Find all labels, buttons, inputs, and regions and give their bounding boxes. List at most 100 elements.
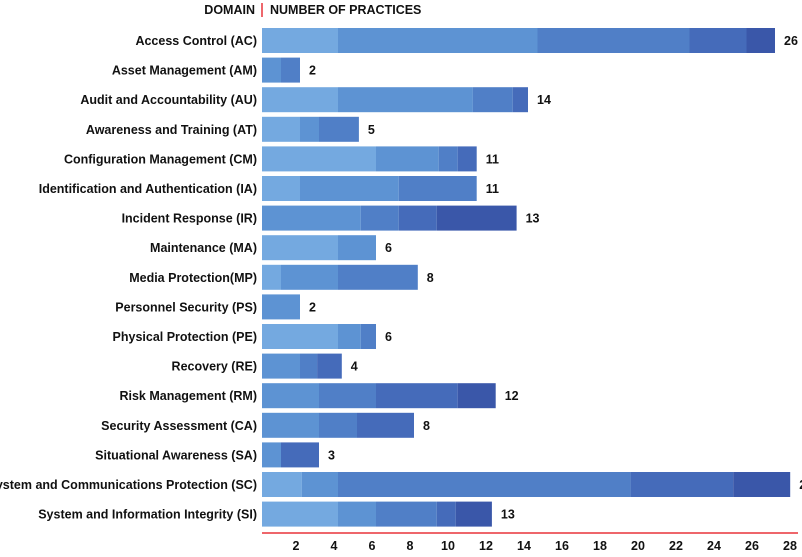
- bar-segment: [338, 264, 418, 290]
- bar-segment: [262, 116, 300, 142]
- bar-segment: [262, 146, 376, 172]
- bar-segment: [338, 324, 361, 349]
- category-label: Incident Response (IR): [122, 212, 257, 226]
- bar-segment: [733, 472, 791, 497]
- category-label: Security Assessment (CA): [101, 419, 257, 433]
- value-labels: 2621451111136826412832713: [309, 34, 802, 522]
- bar-segment: [281, 264, 338, 290]
- bar-value-label: 4: [351, 360, 358, 374]
- bar-rows: [262, 28, 791, 527]
- bar-segment: [357, 412, 414, 438]
- bar-segment: [300, 116, 319, 142]
- bar-segment: [262, 205, 361, 231]
- bar-value-label: 11: [486, 182, 499, 196]
- bar-segment: [472, 87, 513, 113]
- x-tick-label: 4: [331, 539, 338, 553]
- category-label: Media Protection(MP): [129, 271, 257, 285]
- x-tick-label: 6: [369, 539, 376, 553]
- bar-value-label: 27: [799, 478, 802, 492]
- x-tick-label: 8: [407, 539, 414, 553]
- bar-value-label: 5: [368, 123, 375, 137]
- bar-value-label: 13: [501, 508, 515, 522]
- category-labels: Access Control (AC) Asset Management (AM)…: [0, 34, 257, 522]
- category-label: Maintenance (MA): [150, 241, 257, 255]
- bar-segment: [262, 87, 338, 113]
- category-label: Access Control (AC): [135, 34, 257, 48]
- x-tick-label: 26: [745, 539, 759, 553]
- bar-segment: [457, 146, 477, 172]
- bar-value-label: 2: [309, 300, 316, 314]
- bar-value-label: 3: [328, 448, 335, 462]
- bar-value-label: 8: [423, 419, 430, 433]
- bar-segment: [512, 87, 528, 113]
- bar-segment: [338, 472, 631, 497]
- x-axis: 2 4 6 8 10 12 14 16 18 20 22 24 26 28: [262, 532, 798, 553]
- x-tick-label: 18: [593, 539, 607, 553]
- bar-value-label: 12: [505, 389, 519, 403]
- bar-segment: [455, 501, 492, 527]
- category-label: Identification and Authentication (IA): [39, 182, 257, 196]
- bar-segment: [262, 294, 300, 320]
- bar-segment: [436, 501, 456, 527]
- x-tick-label: 2: [293, 539, 300, 553]
- bar-value-label: 2: [309, 64, 316, 78]
- bar-segment: [630, 472, 734, 497]
- bar-segment: [438, 146, 458, 172]
- x-tick-label: 24: [707, 539, 721, 553]
- bar-segment: [262, 28, 338, 53]
- category-label: Physical Protection (PE): [113, 330, 257, 344]
- category-label: Risk Management (RM): [119, 389, 257, 403]
- category-label: Awareness and Training (AT): [86, 123, 257, 137]
- bar-segment: [262, 235, 338, 261]
- category-label: System and Communications Protection (SC…: [0, 478, 257, 492]
- x-tick-label: 12: [479, 539, 493, 553]
- bar-segment: [338, 87, 473, 113]
- header-practices-label: NUMBER OF PRACTICES: [270, 3, 421, 17]
- category-label: Configuration Management (CM): [64, 152, 257, 166]
- category-label: Asset Management (AM): [112, 64, 257, 78]
- bar-segment: [338, 28, 538, 53]
- x-tick-label: 28: [783, 539, 797, 553]
- x-tick-label: 16: [555, 539, 569, 553]
- bar-segment: [262, 472, 302, 497]
- bar-segment: [262, 412, 319, 438]
- bar-value-label: 14: [537, 93, 551, 107]
- bar-value-label: 6: [385, 330, 392, 344]
- category-label: System and Information Integrity (SI): [38, 508, 257, 522]
- bar-value-label: 11: [486, 152, 499, 166]
- header-domain-label: DOMAIN: [204, 3, 255, 17]
- bar-segment: [398, 176, 477, 201]
- bar-segment: [262, 383, 319, 409]
- bar-segment: [281, 442, 319, 468]
- bar-segment: [436, 205, 517, 231]
- bar-value-label: 8: [427, 271, 434, 285]
- bar-segment: [746, 28, 775, 53]
- bar-segment: [262, 353, 300, 379]
- category-label: Audit and Accountability (AU): [80, 93, 257, 107]
- bar-segment: [262, 57, 281, 83]
- category-label: Recovery (RE): [172, 360, 257, 374]
- bar-segment: [317, 353, 342, 379]
- bar-segment: [301, 472, 338, 497]
- bar-segment: [300, 176, 399, 201]
- x-tick-label: 20: [631, 539, 645, 553]
- bar-segment: [398, 205, 437, 231]
- bar-segment: [376, 501, 437, 527]
- bar-segment: [262, 324, 338, 349]
- bar-segment: [376, 383, 458, 409]
- bar-segment: [262, 264, 281, 290]
- bar-segment: [319, 383, 376, 409]
- bar-segment: [262, 442, 281, 468]
- bar-segment: [319, 412, 357, 438]
- bar-segment: [338, 235, 376, 261]
- bar-segment: [537, 28, 690, 53]
- bar-segment: [360, 324, 376, 349]
- x-tick-label: 10: [441, 539, 455, 553]
- bar-segment: [376, 146, 439, 172]
- bar-segment: [319, 116, 359, 142]
- bar-value-label: 6: [385, 241, 392, 255]
- bar-segment: [360, 205, 399, 231]
- bar-value-label: 26: [784, 34, 798, 48]
- category-label: Personnel Security (PS): [115, 300, 257, 314]
